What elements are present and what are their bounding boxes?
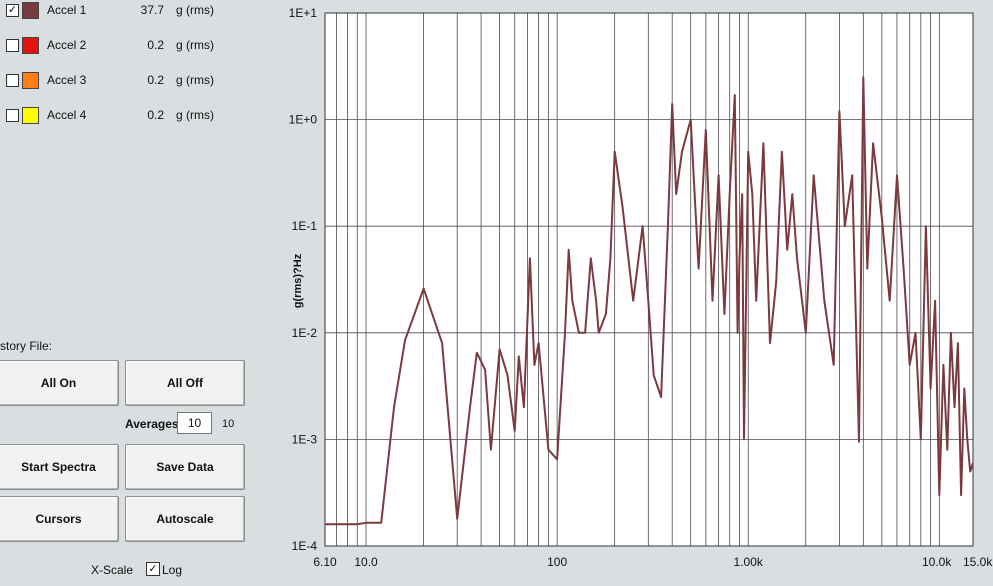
all-on-button[interactable]: All On bbox=[0, 360, 119, 406]
x-tick-label: 6.10 bbox=[313, 555, 337, 569]
save-data-button[interactable]: Save Data bbox=[125, 444, 245, 490]
save-data-button-label: Save Data bbox=[156, 460, 214, 474]
channel-label: Accel 3 bbox=[47, 73, 87, 87]
cursors-button[interactable]: Cursors bbox=[0, 496, 119, 542]
x-tick-label: 100 bbox=[547, 555, 567, 569]
channel-row-accel-3[interactable]: Accel 3 0.2 g (rms) bbox=[0, 70, 240, 92]
plot-frame bbox=[324, 12, 974, 547]
y-tick-label: 1E-3 bbox=[292, 432, 318, 446]
y-tick-label: 1E+1 bbox=[289, 6, 318, 20]
all-off-button-label: All Off bbox=[167, 376, 203, 390]
channel-unit: g (rms) bbox=[176, 38, 214, 52]
channel-unit: g (rms) bbox=[176, 108, 214, 122]
channel-color-swatch[interactable] bbox=[22, 2, 39, 19]
log-label: Log bbox=[162, 563, 183, 577]
log-checkbox[interactable]: ✓ bbox=[146, 562, 160, 576]
x-tick-label: 15.0k bbox=[963, 555, 993, 569]
channel-color-swatch[interactable] bbox=[22, 107, 39, 124]
channel-label: Accel 2 bbox=[47, 38, 87, 52]
channel-unit: g (rms) bbox=[176, 73, 214, 87]
channel-label: Accel 1 bbox=[47, 3, 87, 17]
channel-row-accel-4[interactable]: Accel 4 0.2 g (rms) bbox=[0, 105, 240, 127]
series-line-accel-1 bbox=[325, 76, 974, 526]
channel-value: 0.2 bbox=[147, 38, 164, 52]
x-tick-label: 10.0k bbox=[922, 555, 952, 569]
channel-color-swatch[interactable] bbox=[22, 72, 39, 89]
start-spectra-button-label: Start Spectra bbox=[21, 460, 96, 474]
autoscale-button-label: Autoscale bbox=[156, 512, 214, 526]
y-tick-label: 1E+0 bbox=[289, 113, 318, 127]
cursors-button-label: Cursors bbox=[35, 512, 82, 526]
x-scale-label: X-Scale bbox=[91, 563, 134, 577]
channel-row-accel-1[interactable]: ✓ Accel 1 37.7 g (rms) bbox=[0, 0, 240, 22]
averages-input[interactable]: 10 bbox=[177, 412, 212, 434]
channel-row-accel-2[interactable]: Accel 2 0.2 g (rms) bbox=[0, 35, 240, 57]
channel-color-swatch[interactable] bbox=[22, 37, 39, 54]
averages-label: Averages bbox=[125, 417, 179, 431]
all-on-button-label: All On bbox=[40, 376, 77, 390]
y-tick-label: 1E-4 bbox=[292, 539, 318, 553]
channel-value: 37.7 bbox=[140, 3, 164, 17]
channel-checkbox[interactable]: ✓ bbox=[6, 4, 19, 17]
averages-current: 10 bbox=[222, 418, 235, 430]
y-tick-label: 1E-1 bbox=[292, 219, 318, 233]
x-tick-label: 10.0 bbox=[354, 555, 378, 569]
plot-area[interactable] bbox=[325, 13, 973, 546]
start-spectra-button[interactable]: Start Spectra bbox=[0, 444, 119, 490]
channel-label: Accel 4 bbox=[47, 108, 87, 122]
channel-checkbox[interactable] bbox=[6, 109, 19, 122]
autoscale-button[interactable]: Autoscale bbox=[125, 496, 245, 542]
channel-checkbox[interactable] bbox=[6, 74, 19, 87]
all-off-button[interactable]: All Off bbox=[125, 360, 245, 406]
channel-checkbox[interactable] bbox=[6, 39, 19, 52]
y-tick-label: 1E-2 bbox=[292, 326, 318, 340]
history-file-label: story File: bbox=[0, 339, 53, 353]
channel-value: 0.2 bbox=[147, 108, 164, 122]
x-tick-label: 1.00k bbox=[734, 555, 764, 569]
channel-unit: g (rms) bbox=[176, 3, 214, 17]
channel-value: 0.2 bbox=[147, 73, 164, 87]
